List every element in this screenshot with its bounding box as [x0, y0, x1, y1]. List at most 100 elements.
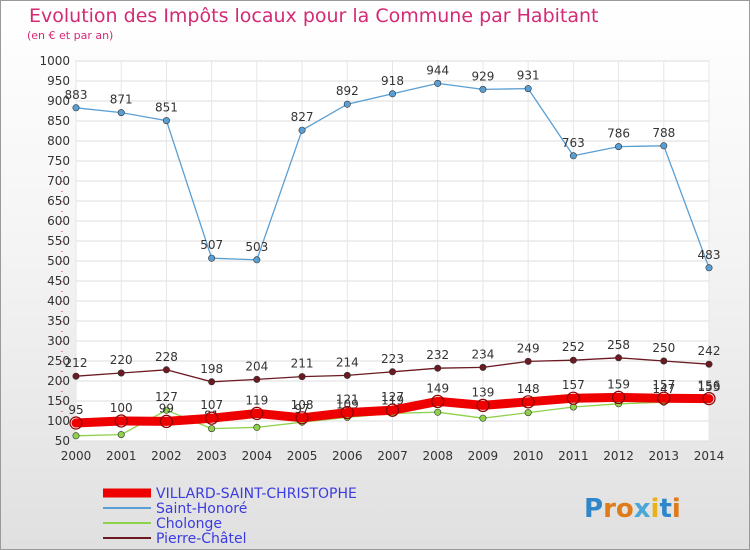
data-label: 214	[336, 355, 359, 369]
y-tick-label: 200	[47, 374, 70, 388]
x-tick-label: 2007	[377, 449, 408, 463]
data-point	[72, 372, 80, 380]
data-point	[295, 411, 309, 425]
data-point	[479, 85, 487, 93]
y-tick-label: 950	[47, 74, 70, 88]
data-point	[298, 373, 306, 381]
y-tick-label: 900	[47, 94, 70, 108]
data-label: 788	[652, 126, 675, 140]
series-pierre-ch-tel: 212 220 228 198 204 211 214 223 232 234 249 252 258 2…	[65, 338, 720, 386]
proxiti-logo: Proxiti	[584, 494, 681, 524]
y-tick-label: 350	[47, 314, 70, 328]
series-villard-saint-christophe: 95 100 99 107 119 108 121 127 149 139 148 157 159 157…	[68, 377, 720, 430]
legend-label: Saint-Honoré	[156, 501, 247, 517]
data-point	[117, 431, 125, 439]
data-point	[569, 152, 577, 160]
y-tick-label: 1000	[39, 54, 70, 68]
x-tick-label: 2010	[513, 449, 544, 463]
chart-title: Evolution des Impôts locaux pour la Comm…	[29, 5, 599, 27]
y-tick-label: 500	[47, 254, 70, 268]
x-tick-label: 2013	[649, 449, 680, 463]
data-point	[434, 79, 442, 87]
data-label: 95	[68, 403, 83, 417]
data-label: 139	[471, 385, 494, 399]
data-label: 918	[381, 74, 404, 88]
data-label: 99	[159, 401, 174, 415]
data-point	[72, 104, 80, 112]
data-point	[431, 394, 445, 408]
data-point	[660, 142, 668, 150]
data-label: 892	[336, 84, 359, 98]
data-label: 108	[291, 398, 314, 412]
data-point	[434, 408, 442, 416]
x-tick-label: 2000	[61, 449, 92, 463]
data-point	[615, 143, 623, 151]
data-label: 763	[562, 136, 585, 150]
data-point	[705, 360, 713, 368]
data-label: 153	[698, 380, 721, 394]
data-point	[660, 357, 668, 365]
y-tick-label: 650	[47, 194, 70, 208]
y-tick-label: 300	[47, 334, 70, 348]
data-label: 159	[607, 377, 630, 391]
x-tick-label: 2001	[106, 449, 137, 463]
x-tick-label: 2008	[422, 449, 453, 463]
data-point	[343, 371, 351, 379]
data-label: 827	[291, 110, 314, 124]
x-tick-label: 2012	[603, 449, 634, 463]
data-point	[434, 364, 442, 372]
data-label: 258	[607, 338, 630, 352]
logo-letter: r	[603, 494, 616, 524]
y-tick-label: 600	[47, 214, 70, 228]
legend: VILLARD-SAINT-CHRISTOPHESaint-HonoréChol…	[103, 486, 357, 547]
data-label: 234	[471, 347, 494, 361]
data-label: 147	[652, 382, 675, 396]
data-point	[69, 416, 83, 430]
data-point	[162, 366, 170, 374]
series-line	[71, 392, 714, 428]
data-point	[205, 411, 219, 425]
x-tick-label: 2003	[196, 449, 227, 463]
legend-label: Cholonge	[156, 516, 222, 532]
data-point	[524, 357, 532, 365]
y-tick-label: 50	[55, 434, 70, 448]
data-point	[208, 254, 216, 262]
chart-subtitle: (en € et par an)	[27, 29, 114, 42]
x-tick-label: 2014	[694, 449, 725, 463]
data-point	[476, 398, 490, 412]
data-label: 204	[245, 359, 268, 373]
data-label: 127	[155, 390, 178, 404]
series-saint-honor-: 883 871 851 507 503 827 892 918 944 929 931 763 786 7…	[65, 63, 720, 272]
data-point	[253, 375, 261, 383]
data-label: 232	[426, 348, 449, 362]
data-label: 211	[291, 357, 314, 371]
data-point	[479, 414, 487, 422]
data-label: 228	[155, 350, 178, 364]
data-point	[340, 406, 354, 420]
x-tick-label: 2006	[332, 449, 363, 463]
data-point	[569, 356, 577, 364]
data-label: 786	[607, 127, 630, 141]
data-point	[253, 423, 261, 431]
data-point	[521, 395, 535, 409]
data-label: 871	[110, 93, 133, 107]
data-label: 503	[245, 240, 268, 254]
data-label: 250	[652, 341, 675, 355]
data-point	[566, 391, 580, 405]
data-label: 148	[517, 382, 540, 396]
data-label: 883	[65, 88, 88, 102]
data-point	[162, 117, 170, 125]
data-label: 198	[200, 362, 223, 376]
data-label: 851	[155, 101, 178, 115]
data-point	[702, 392, 716, 406]
logo-letter: o	[616, 494, 634, 524]
data-label: 931	[517, 69, 540, 83]
data-point	[479, 363, 487, 371]
data-point	[385, 403, 400, 417]
data-label: 249	[517, 341, 540, 355]
data-label: 944	[426, 63, 449, 77]
data-point	[117, 369, 125, 377]
y-tick-label: 700	[47, 174, 70, 188]
data-label: 127	[381, 390, 404, 404]
